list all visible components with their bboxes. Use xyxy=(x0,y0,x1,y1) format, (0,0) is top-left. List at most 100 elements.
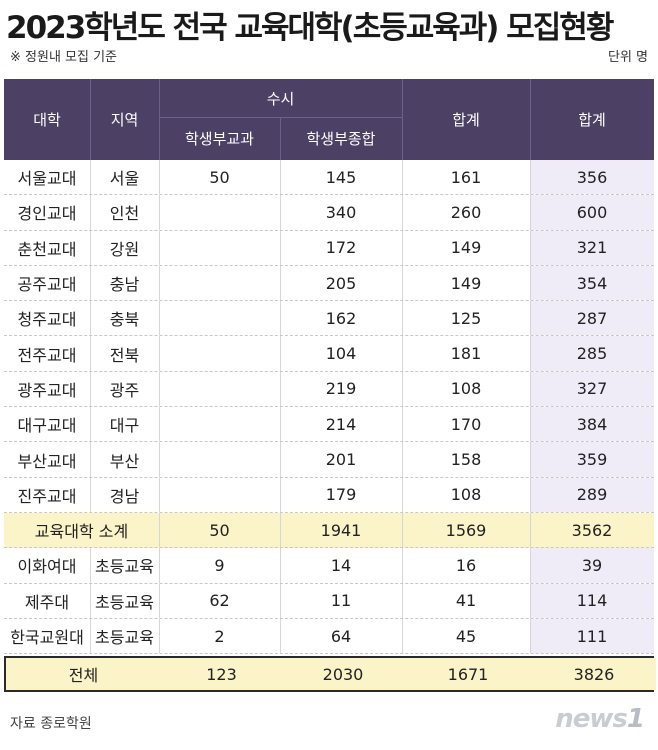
table-row: 제주대 초등교육 62 11 41 114 xyxy=(4,583,654,619)
cell-sum-1: 260 xyxy=(450,202,482,222)
cell-region: 서울 xyxy=(109,169,140,189)
cell-susi-gyogwa xyxy=(159,407,280,441)
cell-susi-jonghap: 179 xyxy=(325,485,357,505)
table-row: 서울교대 서울 50 145 161 356 xyxy=(4,160,654,196)
cell-susi-gyogwa: 9 xyxy=(214,555,225,575)
cell-sum-2: 354 xyxy=(530,265,654,301)
cell-region: 강원 xyxy=(109,239,140,259)
cell-university: 청주교대 xyxy=(17,310,77,330)
cell-university: 진주교대 xyxy=(17,486,77,506)
cell-susi-gyogwa xyxy=(159,478,280,512)
cell-susi-jonghap: 219 xyxy=(325,379,357,399)
cell-sum-2: 384 xyxy=(530,407,654,442)
cell-sum-2: 600 xyxy=(530,195,654,230)
admission-table: 대학 지역 수시 학생부교과 학생부종합 합계 합계 서울교대 서울 50 145 16… xyxy=(4,79,656,693)
cell-susi-jonghap: 2030 xyxy=(322,664,364,684)
header-susi: 수시 xyxy=(266,89,295,108)
cell-region: 초등교육 xyxy=(95,628,154,647)
cell-susi-jonghap: 172 xyxy=(325,238,357,258)
news1-logo: news1 xyxy=(555,704,645,734)
cell-sum-1: 1569 xyxy=(445,520,487,540)
cell-sum-1: 108 xyxy=(450,485,482,505)
cell-sum-1: 158 xyxy=(450,450,482,470)
cell-region: 충북 xyxy=(109,310,140,330)
header-sum-1: 합계 xyxy=(452,111,480,129)
table-header: 대학 지역 수시 학생부교과 학생부종합 합계 합계 xyxy=(4,79,654,160)
cell-university: 춘천교대 xyxy=(17,239,77,259)
cell-sum-2: 327 xyxy=(530,371,654,407)
table-row: 한국교원대 초등교육 2 64 45 111 xyxy=(4,618,654,655)
cell-university: 이화여대 xyxy=(17,557,77,577)
cell-university: 한국교원대 xyxy=(10,628,84,647)
cell-sum-2: 114 xyxy=(530,583,654,618)
cell-susi-gyogwa xyxy=(159,231,280,265)
cell-sum-1: 161 xyxy=(450,167,482,187)
cell-university: 제주대 xyxy=(24,592,70,612)
table-row: 청주교대 충북 162 125 287 xyxy=(4,301,654,337)
cell-susi-gyogwa xyxy=(159,195,280,229)
cell-susi-gyogwa xyxy=(159,266,280,300)
header-sum-2: 합계 xyxy=(578,111,606,129)
grand-total-row: 전체 123 2030 1671 3826 xyxy=(4,656,656,693)
cell-sum-2: 356 xyxy=(530,160,654,195)
cell-region: 초등교육 xyxy=(95,592,154,612)
cell-susi-gyogwa: 2 xyxy=(214,626,225,646)
table-row: 공주교대 충남 205 149 354 xyxy=(4,265,654,302)
header-region: 지역 xyxy=(110,111,139,129)
cell-susi-gyogwa xyxy=(159,372,280,406)
cell-sum-2: 3826 xyxy=(532,658,656,691)
cell-university: 부산교대 xyxy=(17,451,77,471)
cell-sum-2: 321 xyxy=(530,230,654,265)
table-row: 춘천교대 강원 172 149 321 xyxy=(4,230,654,266)
subtotal-row: 교육대학 소계 50 1941 1569 3562 xyxy=(4,512,654,549)
cell-sum-2: 285 xyxy=(530,336,654,371)
cell-sum-2: 3562 xyxy=(530,512,654,548)
cell-sum-2: 39 xyxy=(530,548,654,583)
cell-susi-gyogwa: 123 xyxy=(206,664,237,684)
cell-sum-1: 125 xyxy=(450,308,482,328)
header-susi-gyogwa: 학생부교과 xyxy=(184,130,254,148)
cell-susi-gyogwa xyxy=(159,301,280,335)
cell-sum-1: 149 xyxy=(450,273,482,293)
table-row: 대구교대 대구 214 170 384 xyxy=(4,407,654,443)
cell-susi-jonghap: 214 xyxy=(325,414,357,434)
source-label: 자료 종로학원 xyxy=(10,716,92,732)
table-row: 이화여대 초등교육 9 14 16 39 xyxy=(4,548,654,584)
cell-region: 전북 xyxy=(109,345,140,365)
cell-susi-jonghap: 64 xyxy=(330,626,352,646)
cell-university: 전주교대 xyxy=(17,345,77,365)
cell-sum-1: 181 xyxy=(450,344,482,364)
cell-sum-1: 45 xyxy=(455,626,477,646)
unit-label: 단위 명 xyxy=(607,50,648,65)
table-body: 서울교대 서울 50 145 161 356 경인교대 인천 340 260 600 춘천교대 강원 17… xyxy=(4,160,656,693)
cell-university: 광주교대 xyxy=(17,380,77,400)
cell-sum-2: 289 xyxy=(530,477,654,512)
cell-susi-gyogwa xyxy=(159,336,280,370)
header-susi-jonghap: 학생부종합 xyxy=(306,130,376,148)
cell-sum-2: 287 xyxy=(530,301,654,336)
cell-sum-1: 108 xyxy=(450,379,482,399)
cell-sum-2: 111 xyxy=(530,618,654,654)
cell-region: 경남 xyxy=(109,486,140,506)
cell-university: 서울교대 xyxy=(17,169,77,189)
cell-region: 인천 xyxy=(109,204,140,224)
table-row: 광주교대 광주 219 108 327 xyxy=(4,371,654,408)
cell-region: 부산 xyxy=(109,451,140,471)
grand-total-label: 전체 xyxy=(68,666,99,686)
header-university: 대학 xyxy=(33,111,61,129)
cell-sum-1: 41 xyxy=(455,591,477,611)
cell-susi-jonghap: 201 xyxy=(325,450,357,470)
cell-susi-jonghap: 162 xyxy=(325,308,357,328)
cell-university: 경인교대 xyxy=(17,204,77,224)
cell-susi-jonghap: 340 xyxy=(325,202,357,222)
cell-susi-gyogwa: 62 xyxy=(209,591,230,611)
subtotal-label: 교육대학 소계 xyxy=(34,522,129,542)
chart-title: 2023학년도 전국 교육대학(초등교육과) 모집현황 xyxy=(6,10,614,46)
cell-sum-1: 149 xyxy=(450,238,482,258)
cell-university: 공주교대 xyxy=(17,275,77,295)
table-row: 전주교대 전북 104 181 285 xyxy=(4,336,654,372)
table-row: 경인교대 인천 340 260 600 xyxy=(4,195,654,231)
criteria-note: ※ 정원내 모집 기준 xyxy=(10,50,118,65)
table-row: 부산교대 부산 201 158 359 xyxy=(4,442,654,478)
cell-sum-2: 359 xyxy=(530,442,654,477)
